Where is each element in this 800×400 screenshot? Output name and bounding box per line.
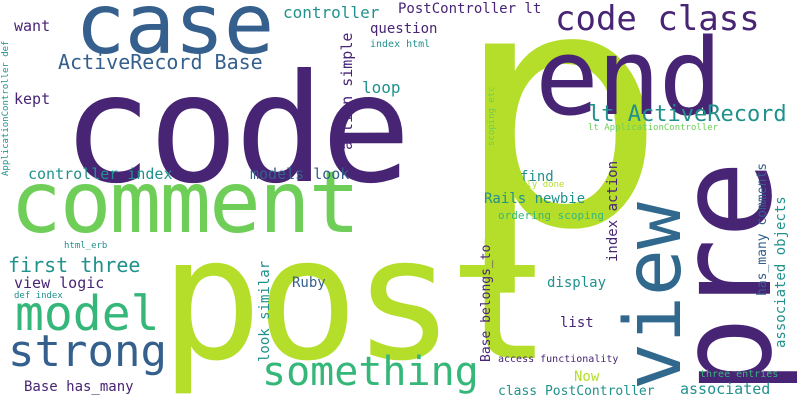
word-html-erb: html_erb: [64, 241, 108, 251]
word-index-html: index html: [370, 39, 431, 50]
word-question: question: [370, 21, 438, 37]
word-lt-activerecord: lt ActiveRecord: [588, 102, 787, 127]
word-model: model: [15, 286, 160, 342]
word-p: p: [455, 0, 665, 302]
word-associated-objects: associated objects: [773, 196, 789, 348]
word-ruby: Ruby: [292, 275, 326, 291]
word-first-three: first three: [8, 253, 141, 277]
word-def-index: def index: [14, 291, 63, 301]
word-end: end: [535, 16, 722, 139]
word-applicationcontroller-def: ApplicationController def: [1, 40, 11, 176]
word-controller: controller: [283, 3, 380, 22]
word-code: code: [62, 43, 411, 217]
word-find: find: [520, 169, 554, 185]
word-post: post: [160, 201, 551, 399]
word-rails-newbie: Rails newbie: [484, 191, 586, 207]
word-associated: associated: [680, 380, 771, 398]
word-comment: comment: [10, 153, 360, 253]
word-display: display: [547, 275, 607, 291]
word-view: view: [609, 202, 699, 390]
word-ordering-scoping: ordering scoping: [498, 209, 604, 222]
word-something: something: [262, 349, 479, 395]
word-strong: strong: [8, 326, 167, 377]
word-controller-index: controller index: [28, 165, 173, 183]
word-base-has-many: Base has_many: [24, 379, 134, 395]
word-look-similar: look similar: [257, 260, 273, 362]
word-code-class: code class: [555, 0, 760, 39]
word-now: Now: [574, 369, 600, 385]
word-models-look: models look: [250, 165, 350, 183]
word-case: case: [75, 0, 274, 73]
word-postcontroller-lt: PostController lt: [398, 1, 542, 17]
word-base-belongs-to: Base belongs_to: [479, 244, 494, 362]
word-three-entries: three entries: [700, 369, 779, 380]
word-view-logic: view logic: [14, 274, 105, 292]
word-want: want: [14, 17, 51, 35]
word-access-functionality: access functionality: [498, 354, 619, 365]
word-activerecord-base: ActiveRecord Base: [58, 50, 263, 74]
word-scoping-etc: scoping etc: [487, 86, 497, 146]
word-index-action: index action: [605, 160, 621, 262]
word-has-many-comments: has_many comments: [755, 162, 770, 296]
word-action-simple: action simple: [338, 32, 356, 150]
word-normally-done: normally done: [494, 180, 565, 190]
word-class-postcontroller: class PostController: [498, 384, 655, 399]
word-list: list: [560, 315, 594, 331]
word-kept: kept: [14, 90, 51, 108]
word-loop: loop: [362, 78, 401, 97]
word-lt-applicationcontroller: lt ApplicationController: [588, 123, 719, 133]
